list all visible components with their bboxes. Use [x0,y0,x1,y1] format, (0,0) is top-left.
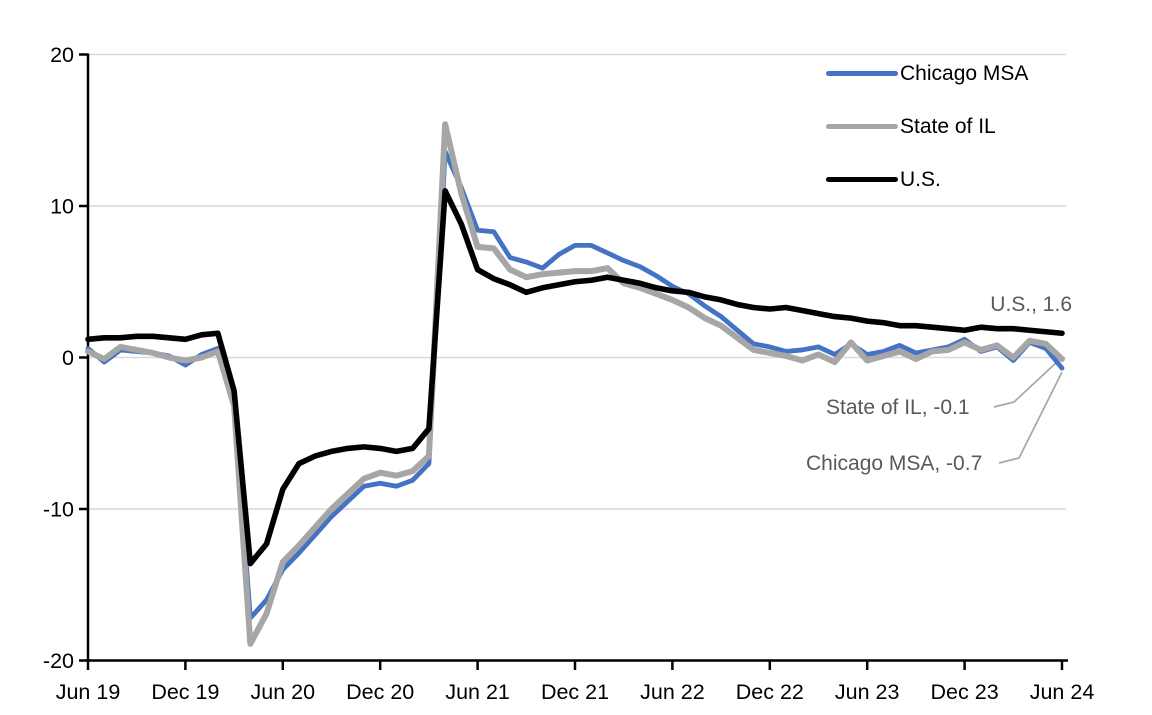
series-line-state-of-il [85,121,1065,647]
x-tick-label: Dec 22 [736,680,804,704]
x-tick-label: Dec 23 [931,680,999,704]
x-tick-label: Dec 21 [541,680,609,704]
annotation-chicago-end-value: Chicago MSA, -0.7 [806,452,983,475]
y-tick-label: -10 [43,498,74,522]
annotation-us-end-value: U.S., 1.6 [990,293,1072,316]
y-tick-label: 0 [62,346,74,370]
annotation-il-end-value: State of IL, -0.1 [826,396,970,419]
x-tick-label: Jun 21 [445,680,510,704]
legend-label-us: U.S. [900,167,941,191]
legend-item-us: U.S. [826,153,1028,206]
legend-swatch-us-icon [826,176,898,183]
x-tick-label: Jun 19 [56,680,121,704]
legend-item-state-of-il: State of IL [826,100,1028,153]
legend: Chicago MSA State of IL U.S. [826,47,1028,206]
y-tick-label: 20 [50,43,74,67]
leader-line-state-of-il [993,360,1059,408]
leader-line-chicago-msa [998,371,1063,464]
x-tick-label: Jun 24 [1030,680,1095,704]
x-tick-label: Jun 23 [835,680,900,704]
legend-label-state-of-il: State of IL [900,114,996,138]
legend-swatch-chicago-icon [826,70,898,77]
legend-swatch-il-icon [826,123,898,130]
legend-item-chicago-msa: Chicago MSA [826,47,1028,100]
x-tick-label: Dec 20 [346,680,414,704]
y-tick-label: 10 [50,195,74,219]
x-tick-label: Dec 19 [151,680,219,704]
y-tick-label: -20 [43,649,74,673]
legend-label-chicago-msa: Chicago MSA [900,61,1029,85]
x-tick-label: Jun 22 [640,680,705,704]
series-line-u-s [85,188,1065,567]
x-tick-label: Jun 20 [251,680,316,704]
